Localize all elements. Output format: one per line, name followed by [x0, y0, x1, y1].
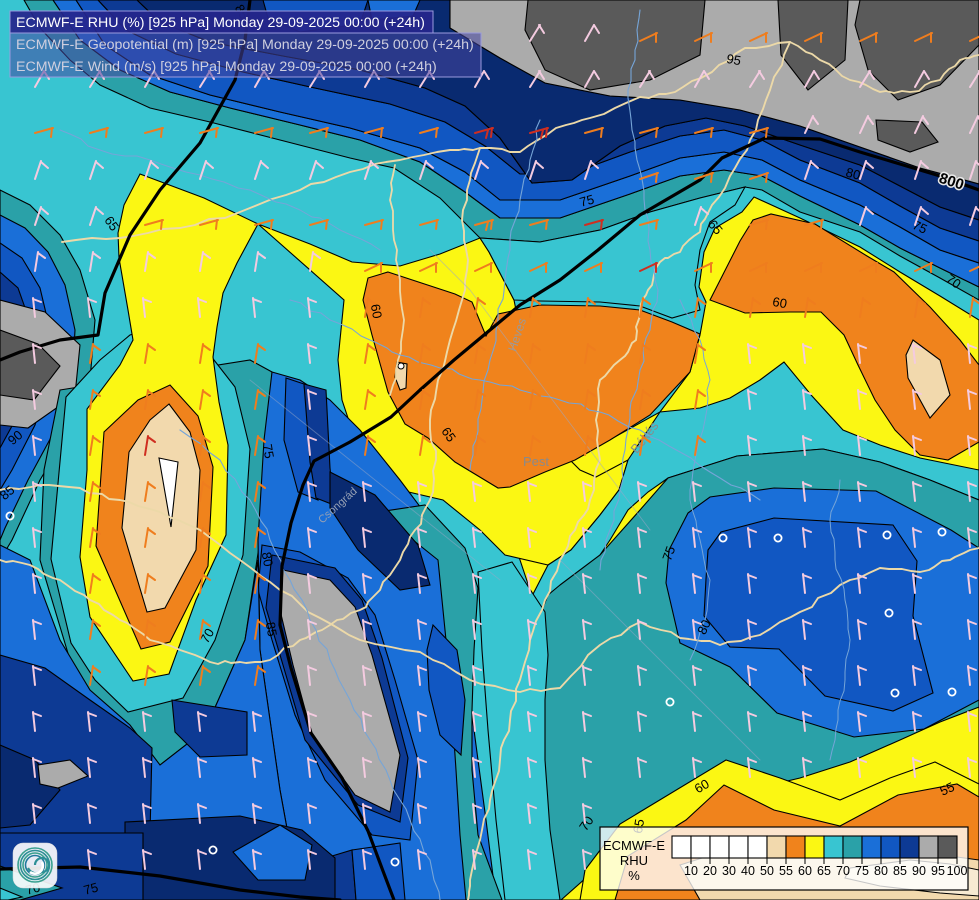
- svg-text:ECMWF-E Geopotential (m) [925: ECMWF-E Geopotential (m) [925 hPa] Monda…: [16, 37, 474, 53]
- svg-text:ECMWF-E: ECMWF-E: [603, 838, 665, 853]
- svg-text:65: 65: [101, 213, 122, 233]
- svg-text:%: %: [628, 868, 640, 883]
- svg-text:100: 100: [947, 864, 968, 878]
- svg-text:85: 85: [893, 864, 907, 878]
- svg-text:10: 10: [684, 864, 698, 878]
- svg-text:60: 60: [771, 294, 788, 311]
- svg-text:75: 75: [82, 880, 100, 898]
- svg-text:85: 85: [263, 621, 280, 638]
- svg-text:70: 70: [836, 864, 850, 878]
- svg-text:ECMWF-E Wind (m/s) [925 hPa] M: ECMWF-E Wind (m/s) [925 hPa] Monday 29-0…: [16, 59, 437, 75]
- svg-text:90: 90: [912, 864, 926, 878]
- svg-text:80: 80: [844, 165, 862, 183]
- svg-text:80: 80: [259, 551, 276, 568]
- svg-text:70: 70: [576, 813, 597, 833]
- svg-text:60: 60: [692, 776, 712, 796]
- svg-text:60: 60: [798, 864, 812, 878]
- svg-text:65: 65: [438, 424, 459, 444]
- svg-text:55: 55: [937, 779, 956, 799]
- svg-text:80: 80: [874, 864, 888, 878]
- svg-text:65: 65: [817, 864, 831, 878]
- svg-text:40: 40: [741, 864, 755, 878]
- svg-text:20: 20: [703, 864, 717, 878]
- svg-text:70: 70: [943, 271, 963, 292]
- svg-text:30: 30: [722, 864, 736, 878]
- svg-text:ECMWF-E RHU (%) [925 hPa] Mond: ECMWF-E RHU (%) [925 hPa] Monday 29-09-2…: [16, 15, 425, 31]
- svg-text:75: 75: [260, 443, 277, 460]
- svg-text:95: 95: [725, 51, 742, 68]
- svg-text:75: 75: [659, 544, 678, 563]
- svg-text:60: 60: [368, 303, 385, 320]
- svg-text:95: 95: [931, 864, 945, 878]
- svg-text:RHU: RHU: [620, 853, 648, 868]
- svg-text:55: 55: [779, 864, 793, 878]
- svg-text:75: 75: [855, 864, 869, 878]
- svg-text:800: 800: [937, 170, 966, 194]
- svg-text:Pest: Pest: [523, 454, 549, 469]
- svg-text:50: 50: [760, 864, 774, 878]
- svg-text:75: 75: [578, 192, 596, 210]
